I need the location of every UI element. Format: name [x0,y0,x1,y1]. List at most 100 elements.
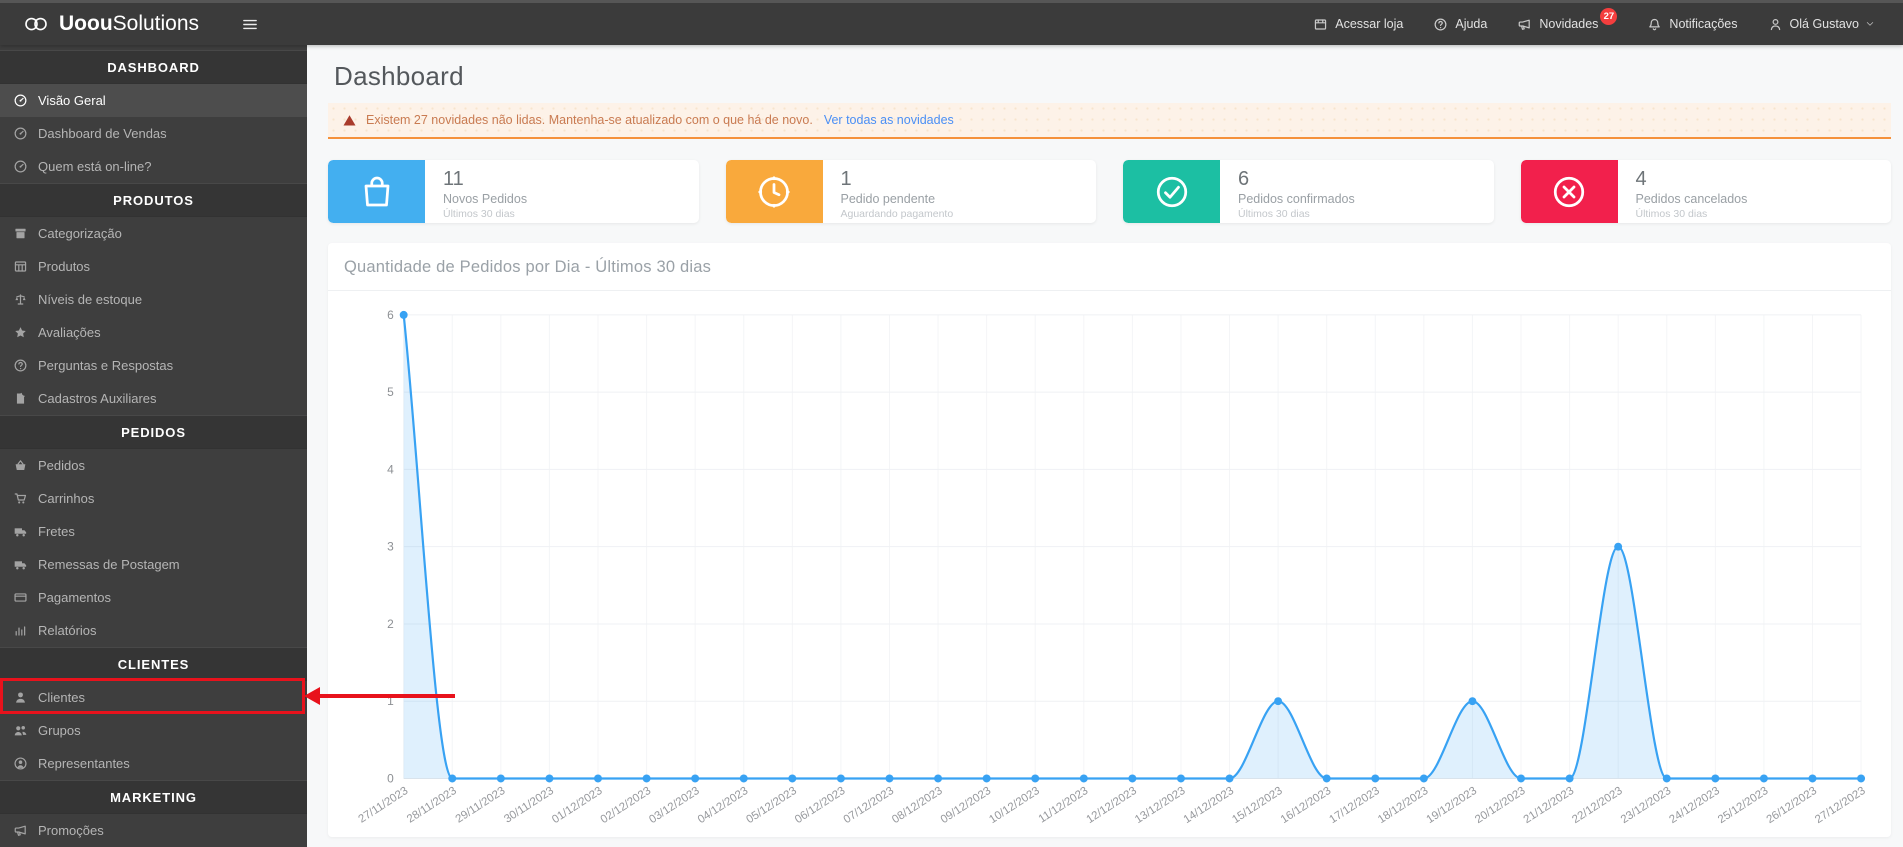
topmenu-item-acessar-loja[interactable]: Acessar loja [1313,17,1403,32]
chart-point [594,774,602,783]
chevron-down-icon [1866,22,1874,26]
topbar-menu: Acessar loja Ajuda Novidades 27 Notificações… [1313,7,1903,33]
sidebar-item-dashboard-de-vendas[interactable]: Dashboard de Vendas [0,117,307,150]
sidebar-toggle-button[interactable] [235,12,265,37]
sidebar-item-avaliacoes[interactable]: Avaliações [0,316,307,349]
x-tick-label: 23/12/2023 [1619,785,1674,826]
stat-card-pedido-pendente: 1 Pedido pendente Aguardando pagamento [725,160,1096,223]
sidebar-item-quem-esta-on-line[interactable]: Quem está on-line? [0,150,307,183]
novidades-badge: 27 [1600,7,1618,25]
sidebar-item-pedidos[interactable]: Pedidos [0,449,307,482]
x-tick-label: 09/12/2023 [939,785,994,826]
megaphone-icon [1518,19,1531,30]
chart-point [1614,542,1623,551]
chart-area-wrap: 0 1 2 3 4 5 6 27/11/2023 28/11/2023 29/11/2023 30/… [328,291,1891,830]
x-tick-label: 16/12/2023 [1279,785,1334,826]
sidebar: DASHBOARD Visão Geral Dashboard de Vendas Q… [0,45,307,847]
x-tick-label: 19/12/2023 [1424,785,1479,826]
x-circle-icon [1553,176,1585,207]
hamburger-icon [243,19,257,29]
stat-card-value: 6 [1238,168,1250,190]
x-tick-label: 03/12/2023 [647,785,702,826]
table-icon [14,261,27,272]
see-all-news-link[interactable]: Ver todas as novidades [823,113,954,127]
sidebar-item-relatorios[interactable]: Relatórios [0,614,307,647]
chart-point [642,774,651,783]
credit-card-icon [14,593,27,602]
stat-card-body: 11 Novos Pedidos Últimos 30 dias [425,160,527,223]
stat-card-pedidos-cancelados: 4 Pedidos cancelados Últimos 30 dias [1520,160,1891,223]
x-tick-label: 29/11/2023 [454,785,508,826]
sidebar-item-remessas-de-postagem[interactable]: Remessas de Postagem [0,548,307,581]
sidebar-item-pagamentos[interactable]: Pagamentos [0,581,307,614]
sidebar-item-perguntas-e-respostas[interactable]: Perguntas e Respostas [0,349,307,382]
chart-point [1079,774,1088,783]
x-tick-label: 21/12/2023 [1522,785,1577,826]
question-icon [14,359,27,372]
sidebar-item-carrinhos[interactable]: Carrinhos [0,482,307,515]
x-tick-label: 28/11/2023 [405,785,459,826]
x-tick-label: 10/12/2023 [987,785,1042,826]
sidebar-item-label: Produtos [38,259,91,274]
sidebar-item-label: Carrinhos [38,491,95,506]
sidebar-item-label: Remessas de Postagem [38,557,180,572]
stat-card-sublabel: Aguardando pagamento [840,208,954,220]
x-tick-label: 13/12/2023 [1133,785,1188,826]
topmenu-label: Novidades [1539,17,1599,31]
orders-per-day-chart: 0 1 2 3 4 5 6 27/11/202328/11/202329/11/202330/… [356,308,1867,826]
sidebar-item-promocoes[interactable]: Promoções [0,814,307,847]
y-tick-label: 4 [387,462,394,476]
sidebar-item-label: Clientes [38,690,85,705]
y-tick-label: 5 [387,385,394,399]
stat-card-sublabel: Últimos 30 dias [443,208,515,220]
chart-point [1759,774,1768,783]
sidebar-item-label: Pedidos [38,458,85,473]
sidebar-item-produtos[interactable]: Produtos [0,250,307,283]
topmenu-item-novidades[interactable]: Novidades 27 [1517,7,1618,33]
stat-card-label: Pedido pendente [840,192,936,206]
chart-point [1419,774,1428,783]
stat-card-icon-block [1520,160,1618,223]
topmenu-item-ajuda[interactable]: Ajuda [1433,17,1487,32]
chart-point [1031,774,1040,783]
bar-chart-icon [15,626,26,636]
basket-icon [15,460,26,470]
x-tick-label: 01/12/2023 [550,785,605,826]
chart-point [739,774,748,783]
sidebar-section-produtos: PRODUTOS [0,183,307,217]
x-tick-label: 08/12/2023 [890,785,945,826]
chart-point [1711,774,1720,783]
chart-point [691,774,700,783]
sidebar-item-label: Perguntas e Respostas [38,358,174,373]
stat-card-icon-block [1123,160,1220,223]
x-tick-label: 11/12/2023 [1037,785,1091,826]
x-tick-label: 25/12/2023 [1716,785,1771,826]
clock-icon [758,175,790,208]
y-tick-label: 1 [387,694,394,708]
x-tick-label: 07/12/2023 [842,785,897,826]
topmenu-item-notificacoes[interactable]: Notificações [1647,17,1738,32]
brand-logo[interactable]: Uoou Solutions [0,12,199,36]
sidebar-item-fretes[interactable]: Fretes [0,515,307,548]
store-icon [1315,18,1327,30]
chart-point [1176,774,1185,783]
scale-icon [15,294,26,305]
sidebar-item-cadastros-auxiliares[interactable]: Cadastros Auxiliares [0,382,307,415]
shopping-bag-icon [364,176,389,206]
stat-card-label: Novos Pedidos [443,192,528,206]
x-tick-label: 17/12/2023 [1327,785,1382,826]
sidebar-item-clientes[interactable]: Clientes [0,681,307,714]
stat-card-body: 1 Pedido pendente Aguardando pagamento [823,160,954,223]
main-content: Dashboard Existem 27 novidades não lidas… [307,45,1903,847]
sidebar-item-categorizacao[interactable]: Categorização [0,217,307,250]
x-tick-label: 06/12/2023 [793,785,848,826]
x-tick-label: 27/11/2023 [356,785,410,826]
sidebar-item-representantes[interactable]: Representantes [0,747,307,780]
chart-point [1225,774,1234,783]
shipping-icon [14,561,27,570]
topmenu-item-ola-gustavo[interactable]: Olá Gustavo [1768,17,1875,32]
sidebar-item-visao-geral[interactable]: Visão Geral [0,84,307,117]
sidebar-item-niveis-de-estoque[interactable]: Níveis de estoque [0,283,307,316]
sidebar-item-grupos[interactable]: Grupos [0,714,307,747]
gauge-icon [14,160,27,173]
